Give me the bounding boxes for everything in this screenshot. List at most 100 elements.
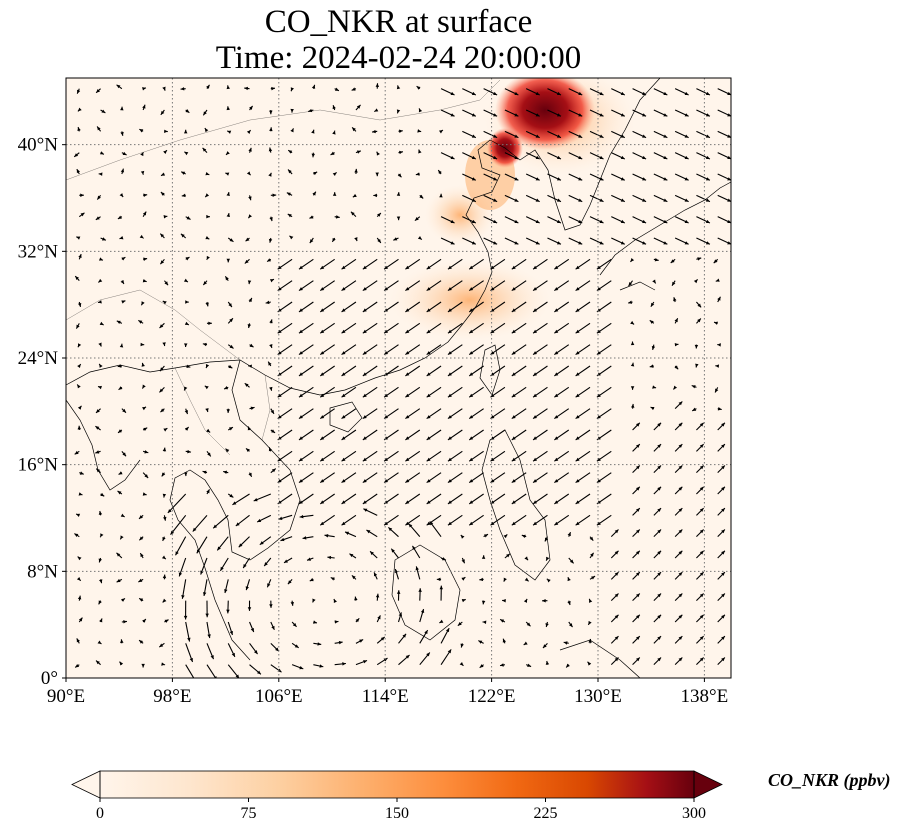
wind-arrow (362, 280, 378, 292)
wind-arrow (244, 86, 250, 91)
wind-arrow (351, 575, 357, 580)
wind-arrow (309, 577, 314, 582)
wind-arrow (78, 212, 85, 218)
wind-arrow (324, 534, 335, 538)
wind-arrow (159, 258, 165, 265)
wind-arrow (383, 344, 399, 356)
wind-arrow (287, 149, 293, 154)
wind-arrow (468, 258, 484, 270)
wind-arrow (447, 514, 463, 526)
colorbar-tick-label: 225 (533, 805, 558, 822)
wind-arrow (405, 429, 421, 441)
wind-arrow (298, 450, 314, 462)
wind-arrow (341, 322, 357, 334)
wind-arrow (205, 236, 210, 240)
wind-arrow (396, 216, 401, 221)
wind-arrow (142, 87, 147, 91)
wind-arrow (674, 237, 689, 245)
wind-arrow (674, 130, 689, 139)
wind-arrow (447, 280, 463, 292)
wind-arrow (319, 493, 335, 505)
wind-arrow (691, 385, 697, 389)
wind-arrow (290, 600, 295, 606)
wind-arrow (277, 408, 293, 420)
wind-arrow (589, 109, 604, 117)
wind-arrow (504, 152, 519, 160)
wind-arrow (319, 280, 335, 292)
wind-arrow (468, 322, 484, 334)
wind-arrow (440, 557, 447, 561)
wind-arrow (96, 126, 102, 132)
wind-arrow (447, 429, 463, 441)
wind-arrow (653, 130, 668, 139)
wind-arrow (341, 493, 357, 505)
wind-arrow (554, 322, 570, 334)
wind-arrow (419, 652, 431, 666)
wind-arrow (596, 514, 612, 526)
wind-arrow (138, 536, 144, 541)
wind-arrow (610, 635, 619, 644)
island-hainan (329, 401, 363, 433)
wind-arrow (695, 363, 699, 368)
wind-arrow (225, 448, 230, 453)
wind-arrow (462, 216, 477, 224)
wind-arrow (490, 322, 506, 334)
wind-arrow (596, 472, 612, 484)
wind-arrow (674, 571, 683, 580)
wind-arrow (313, 664, 324, 668)
wind-arrow (405, 450, 421, 462)
wind-arrow (532, 514, 548, 526)
wind-arrow (74, 450, 80, 455)
wind-arrow (525, 173, 540, 181)
wind-arrow (468, 408, 484, 420)
map-axes: 90°E 98°E 106°E 114°E 122°E 130°E 138°E 0° 8°N 16… (18, 135, 729, 707)
wind-arrow (138, 578, 144, 583)
wind-arrow (362, 493, 378, 505)
wind-arrow (503, 577, 507, 582)
wind-arrow (611, 130, 626, 139)
wind-arrow (461, 576, 466, 581)
wind-arrow (374, 108, 379, 113)
wind-arrow (319, 408, 335, 420)
wind-arrow (121, 300, 126, 304)
wind-arrow (630, 341, 635, 346)
wind-arrow (334, 640, 343, 645)
island-taiwan (479, 344, 501, 396)
wind-arrow (289, 235, 294, 240)
wind-arrow (511, 322, 527, 334)
wind-arrow (277, 280, 293, 292)
wind-arrow (610, 550, 619, 559)
wind-arrow (142, 279, 147, 283)
wind-arrow (227, 664, 240, 678)
wind-arrow (184, 343, 188, 348)
wind-arrow (490, 450, 506, 462)
wind-arrow (426, 344, 442, 356)
wind-arrow (462, 152, 477, 160)
wind-arrow (653, 257, 659, 262)
wind-arrow (121, 597, 126, 602)
y-tick-label: 24°N (18, 348, 59, 369)
wind-arrow (462, 173, 477, 181)
wind-arrow (185, 256, 190, 261)
wind-arrow (511, 429, 527, 441)
wind-arrow (696, 194, 711, 203)
wind-arrow (696, 173, 711, 181)
wind-arrow (632, 486, 641, 495)
wind-arrow (341, 408, 357, 420)
wind-arrow (547, 194, 562, 203)
wind-arrow (447, 258, 463, 270)
wind-arrow (224, 276, 229, 281)
wind-arrow (426, 514, 442, 526)
wind-arrow (309, 215, 314, 219)
wind-arrow (77, 301, 82, 307)
wind-arrow (554, 472, 570, 484)
wind-arrow (504, 553, 511, 559)
wind-arrow (163, 149, 168, 154)
wind-arrow (568, 152, 583, 160)
wind-arrow (388, 526, 399, 538)
wind-arrow (419, 629, 429, 644)
wind-arrow (483, 173, 498, 181)
wind-arrow (206, 451, 212, 457)
wind-arrow (78, 492, 83, 496)
wind-arrow (674, 194, 689, 203)
